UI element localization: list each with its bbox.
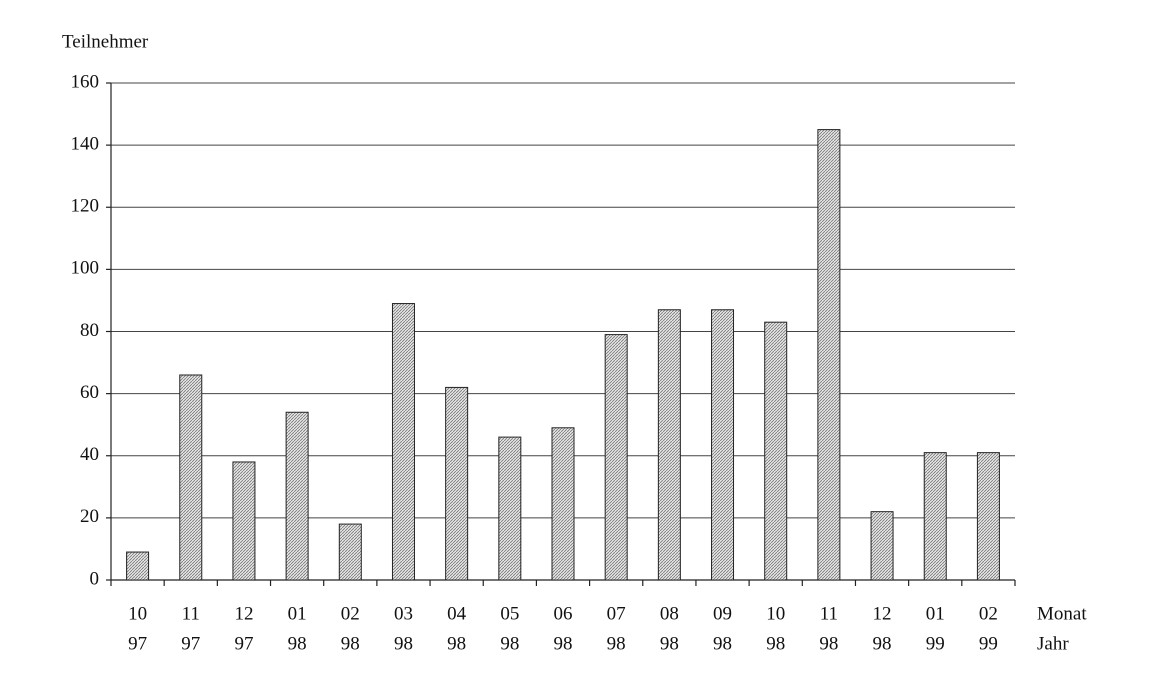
- x-tick-label: 02: [341, 603, 360, 624]
- x-tick-label: 99: [926, 633, 945, 654]
- bar: [923, 452, 947, 581]
- x-tick-label: 01: [288, 603, 307, 624]
- x-tick-label: 97: [181, 633, 200, 654]
- x-tick-label: 98: [341, 633, 360, 654]
- x-tick-label: 98: [500, 633, 519, 654]
- x-row-label: Monat: [1037, 603, 1087, 624]
- x-tick-label: 07: [607, 603, 626, 624]
- x-tick-label: 98: [394, 633, 413, 654]
- bar: [232, 461, 256, 581]
- x-tick-label: 98: [713, 633, 732, 654]
- y-tick-label: 0: [90, 568, 100, 589]
- bar: [445, 386, 469, 581]
- x-tick-label: 01: [926, 603, 945, 624]
- x-tick-label: 98: [766, 633, 785, 654]
- bar: [551, 427, 575, 581]
- bar: [391, 303, 415, 581]
- x-tick-label: 97: [128, 633, 147, 654]
- x-tick-label: 98: [819, 633, 838, 654]
- bar: [126, 551, 150, 581]
- x-tick-label: 11: [820, 603, 838, 624]
- x-tick-label: 08: [660, 603, 679, 624]
- x-tick-label: 98: [660, 633, 679, 654]
- x-tick-label: 12: [873, 603, 892, 624]
- bar: [338, 523, 362, 581]
- x-tick-label: 03: [394, 603, 413, 624]
- x-tick-label: 06: [554, 603, 573, 624]
- x-tick-label: 10: [128, 603, 147, 624]
- x-tick-label: 12: [234, 603, 253, 624]
- x-tick-label: 97: [234, 633, 253, 654]
- x-tick-label: 98: [873, 633, 892, 654]
- y-tick-label: 160: [71, 71, 100, 92]
- x-tick-label: 11: [182, 603, 200, 624]
- x-tick-label: 98: [447, 633, 466, 654]
- x-tick-label: 99: [979, 633, 998, 654]
- bar: [976, 452, 1000, 581]
- y-tick-label: 20: [80, 506, 99, 527]
- bar: [285, 411, 309, 581]
- x-tick-label: 98: [554, 633, 573, 654]
- bar: [657, 309, 681, 581]
- bar: [711, 309, 735, 581]
- x-tick-label: 09: [713, 603, 732, 624]
- bar: [604, 334, 628, 581]
- y-tick-label: 140: [71, 133, 100, 154]
- x-tick-label: 10: [766, 603, 785, 624]
- bar: [870, 511, 894, 581]
- y-axis-label: Teilnehmer: [62, 31, 149, 52]
- bar: [764, 321, 788, 581]
- y-tick-label: 60: [80, 382, 99, 403]
- bar: [817, 129, 841, 581]
- y-tick-label: 100: [71, 258, 100, 279]
- bar: [179, 374, 203, 581]
- y-tick-label: 120: [71, 196, 100, 217]
- y-tick-label: 80: [80, 320, 99, 341]
- x-tick-label: 04: [447, 603, 467, 624]
- bar: [498, 436, 522, 581]
- x-tick-label: 98: [607, 633, 626, 654]
- y-tick-label: 40: [80, 444, 99, 465]
- x-tick-label: 02: [979, 603, 998, 624]
- x-row-label: Jahr: [1037, 633, 1069, 654]
- x-tick-label: 98: [288, 633, 307, 654]
- x-tick-label: 05: [500, 603, 519, 624]
